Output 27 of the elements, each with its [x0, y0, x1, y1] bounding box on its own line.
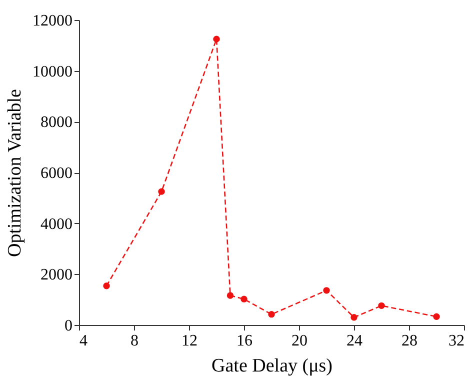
point	[240, 296, 248, 302]
point	[213, 36, 220, 42]
point	[103, 282, 110, 290]
y-axis-title: Optimization Variable	[4, 89, 26, 257]
x-tick-label: 16	[236, 332, 252, 350]
y-tick-label: 6000	[40, 165, 72, 182]
y-tick-label: 12000	[32, 12, 72, 30]
y-tick-label: 2000	[40, 266, 72, 284]
x-tick-label: 8	[130, 332, 138, 350]
y-tick-label: 0	[64, 318, 72, 334]
point	[158, 188, 165, 195]
x-tick-label: 24	[346, 332, 362, 350]
x-tick-label: 32	[448, 332, 464, 350]
point	[268, 310, 275, 318]
y-tick-label: 8000	[40, 114, 72, 132]
x-axis-title: Gate Delay (μs)	[212, 356, 332, 376]
y-tick-label: 4000	[40, 216, 72, 233]
point	[433, 313, 440, 320]
x-tick-label: 4	[80, 332, 88, 350]
x-tick-label: 28	[402, 332, 418, 350]
point	[350, 314, 358, 321]
point	[226, 292, 234, 299]
x-tick-label: 12	[182, 332, 198, 350]
point	[378, 302, 385, 310]
y-tick-label: 10000	[32, 63, 72, 80]
x-tick-label: 20	[292, 332, 308, 350]
point	[323, 287, 330, 294]
